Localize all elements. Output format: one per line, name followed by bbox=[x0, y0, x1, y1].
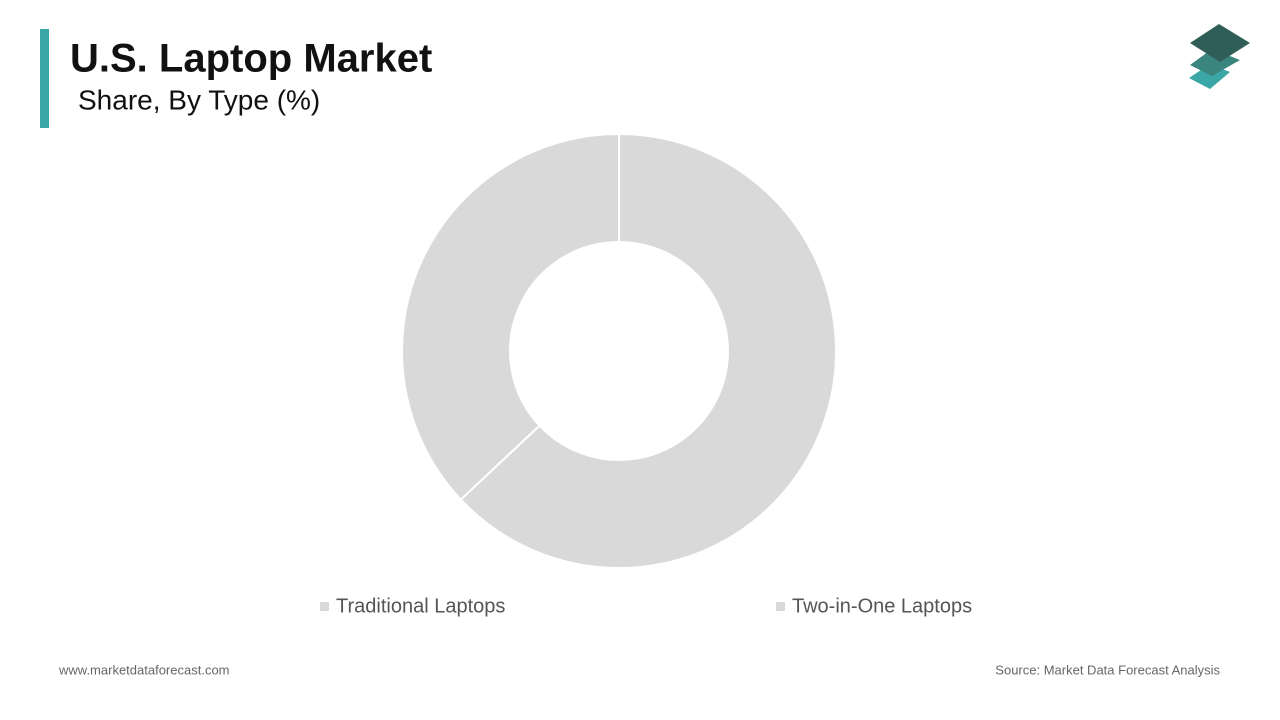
legend-label: Two-in-One Laptops bbox=[792, 595, 972, 617]
logo bbox=[1189, 24, 1250, 89]
plot: Traditional Laptops Two-in-One Laptops bbox=[320, 132, 972, 617]
legend-marker bbox=[776, 602, 785, 611]
legend-label: Traditional Laptops bbox=[336, 595, 505, 617]
chart-subtitle: Share, By Type (%) bbox=[78, 84, 320, 115]
donut-segment bbox=[459, 132, 837, 569]
donut-segment bbox=[401, 132, 620, 501]
source: Source: Market Data Forecast Analysis bbox=[995, 662, 1220, 677]
legend-marker bbox=[320, 602, 329, 611]
website: www.marketdataforecast.com bbox=[58, 662, 230, 677]
title-accent bbox=[40, 29, 49, 128]
chart-title: U.S. Laptop Market bbox=[70, 37, 432, 81]
